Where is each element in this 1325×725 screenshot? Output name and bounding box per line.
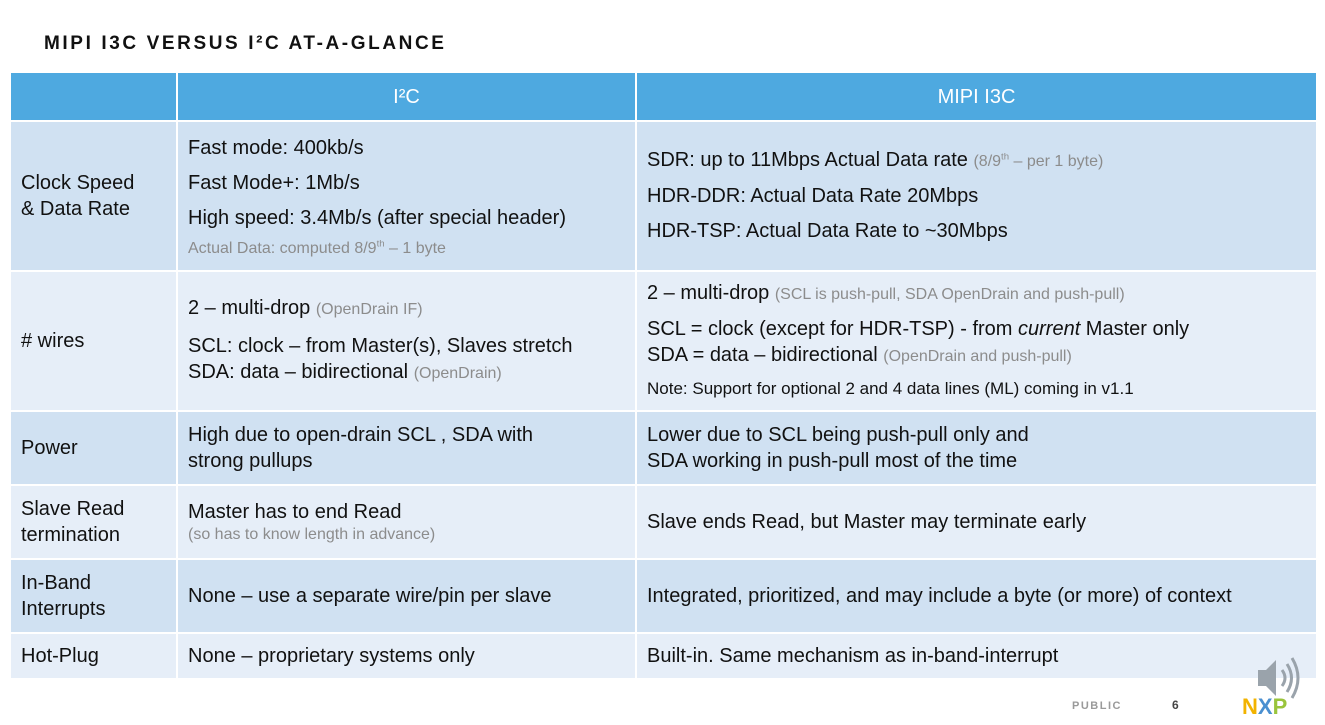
row-clock-speed: Clock Speed & Data Rate Fast mode: 400kb… xyxy=(9,120,1318,272)
note-sup: th xyxy=(376,238,385,250)
i2c-read-note: (so has to know length in advance) xyxy=(188,526,436,543)
i2c-actual-data-note: Actual Data: computed 8/9th – 1 byte xyxy=(188,236,625,262)
cell-i2c-slave-read: Master has to end Read (so has to know l… xyxy=(176,484,637,560)
row-slave-read: Slave Read termination Master has to end… xyxy=(9,484,1318,560)
header-empty-cell xyxy=(9,71,178,122)
i3c-ml-note: Note: Support for optional 2 and 4 data … xyxy=(647,379,1134,398)
i3c-scl-text: SCL = clock (except for HDR-TSP) - from xyxy=(647,318,1018,340)
header-i3c: MIPI I3C xyxy=(635,71,1318,122)
i2c-sda-note: (OpenDrain) xyxy=(413,365,502,382)
row-power: Power High due to open-drain SCL , SDA w… xyxy=(9,410,1318,486)
cell-i3c-power: Lower due to SCL being push-pull only an… xyxy=(635,410,1318,486)
i3c-multidrop-note: (SCL is push-pull, SDA OpenDrain and pus… xyxy=(774,286,1125,303)
row-label-hot-plug: Hot-Plug xyxy=(9,632,178,680)
cell-i3c-slave-read: Slave ends Read, but Master may terminat… xyxy=(635,484,1318,560)
i3c-multidrop: 2 – multi-drop (SCL is push-pull, SDA Op… xyxy=(647,280,1306,308)
table-header-row: I²C MIPI I3C xyxy=(9,71,1318,122)
comparison-table: I²C MIPI I3C Clock Speed & Data Rate Fas… xyxy=(9,71,1318,680)
i3c-power-line2: SDA working in push-pull most of the tim… xyxy=(647,450,1018,472)
row-label-wires: # wires xyxy=(9,270,178,412)
i2c-sda: SDA: data – bidirectional (OpenDrain) xyxy=(188,359,625,387)
i2c-multidrop-note: (OpenDrain IF) xyxy=(315,301,423,318)
i2c-multidrop-text: 2 – multi-drop xyxy=(188,297,316,319)
label-line: Slave Read xyxy=(21,498,125,520)
i3c-sdr-text: SDR: up to 11Mbps Actual Data rate xyxy=(647,149,974,171)
row-label-ibi: In-Band Interrupts xyxy=(9,558,178,634)
row-label-slave-read: Slave Read termination xyxy=(9,484,178,560)
sdr-note-sup: th xyxy=(1001,151,1010,163)
i3c-sda: SDA = data – bidirectional (OpenDrain an… xyxy=(647,342,1306,370)
i3c-sdr-note: (8/9th – per 1 byte) xyxy=(973,151,1104,170)
cell-i3c-clock-speed: SDR: up to 11Mbps Actual Data rate (8/9t… xyxy=(635,120,1318,272)
label-line: termination xyxy=(21,524,120,546)
row-in-band-interrupts: In-Band Interrupts None – use a separate… xyxy=(9,558,1318,634)
label-line: Interrupts xyxy=(21,598,106,620)
note-text: Actual Data: computed 8/9 xyxy=(188,239,377,257)
i3c-hdr-ddr: HDR-DDR: Actual Data Rate 20Mbps xyxy=(647,185,979,207)
row-hot-plug: Hot-Plug None – proprietary systems only… xyxy=(9,632,1318,680)
i2c-multidrop: 2 – multi-drop (OpenDrain IF) xyxy=(188,295,625,323)
cell-i3c-wires: 2 – multi-drop (SCL is push-pull, SDA Op… xyxy=(635,270,1318,412)
sdr-note-a: (8/9 xyxy=(973,153,1002,170)
i2c-fast-mode-plus: Fast Mode+: 1Mb/s xyxy=(188,171,360,194)
note-text-end: – 1 byte xyxy=(384,239,446,257)
cell-i2c-hot-plug: None – proprietary systems only xyxy=(176,632,637,680)
i3c-scl-emphasis: current xyxy=(1018,318,1081,340)
i3c-power-line1: Lower due to SCL being push-pull only an… xyxy=(647,424,1029,446)
nxp-logo-text: NXP xyxy=(1242,694,1287,718)
cell-i3c-ibi: Integrated, prioritized, and may include… xyxy=(635,558,1318,634)
cell-i2c-power: High due to open-drain SCL , SDA with st… xyxy=(176,410,637,486)
i2c-fast-mode: Fast mode: 400kb/s xyxy=(188,136,364,159)
row-label-clock-speed: Clock Speed & Data Rate xyxy=(9,120,178,272)
row-label-power: Power xyxy=(9,410,178,486)
label-line: In-Band xyxy=(21,572,92,594)
i2c-high-speed: High speed: 3.4Mb/s (after special heade… xyxy=(188,206,566,229)
sdr-note-b: – per 1 byte) xyxy=(1009,153,1104,170)
i3c-sdr: SDR: up to 11Mbps Actual Data rate (8/9t… xyxy=(647,143,1306,179)
nxp-logo-with-speaker-icon[interactable]: NXP xyxy=(1240,648,1310,718)
i2c-power-line2: strong pullups xyxy=(188,450,313,472)
i3c-sda-note: (OpenDrain and push-pull) xyxy=(883,348,1072,365)
i3c-scl-text-end: Master only xyxy=(1080,318,1190,340)
page-number: 6 xyxy=(1172,698,1179,712)
row-wires: # wires 2 – multi-drop (OpenDrain IF) SC… xyxy=(9,270,1318,412)
i2c-sda-text: SDA: data – bidirectional xyxy=(188,361,414,383)
i3c-multidrop-text: 2 – multi-drop xyxy=(647,282,775,304)
i3c-scl: SCL = clock (except for HDR-TSP) - from … xyxy=(647,316,1306,342)
slide-title: MIPI I3C VERSUS I²C AT-A-GLANCE xyxy=(44,33,447,54)
i2c-power-line1: High due to open-drain SCL , SDA with xyxy=(188,424,534,446)
speaker-icon[interactable] xyxy=(1258,657,1300,699)
i3c-hdr-tsp: HDR-TSP: Actual Data Rate to ~30Mbps xyxy=(647,220,1008,242)
cell-i3c-hot-plug: Built-in. Same mechanism as in-band-inte… xyxy=(635,632,1318,680)
i2c-scl: SCL: clock – from Master(s), Slaves stre… xyxy=(188,335,573,357)
i3c-sda-text: SDA = data – bidirectional xyxy=(647,344,884,366)
classification-label: PUBLIC xyxy=(1072,700,1122,712)
cell-i2c-clock-speed: Fast mode: 400kb/s Fast Mode+: 1Mb/s Hig… xyxy=(176,120,637,272)
cell-i2c-ibi: None – use a separate wire/pin per slave xyxy=(176,558,637,634)
i2c-read-text: Master has to end Read xyxy=(188,501,402,523)
header-i2c: I²C xyxy=(176,71,637,122)
cell-i2c-wires: 2 – multi-drop (OpenDrain IF) SCL: clock… xyxy=(176,270,637,412)
